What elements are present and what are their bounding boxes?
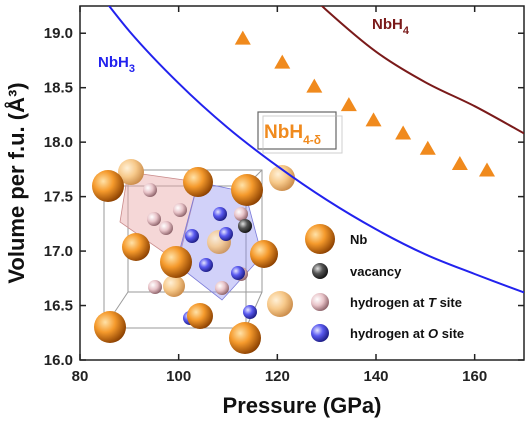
legend-label-o-site: hydrogen at O site bbox=[350, 326, 464, 341]
hydrogen-t-site-icon bbox=[311, 293, 329, 311]
nb-atom-icon bbox=[305, 224, 335, 254]
data-point-triangle bbox=[365, 112, 382, 127]
data-point-triangle bbox=[340, 97, 357, 112]
data-point-triangle bbox=[395, 125, 412, 140]
nbh4-label: NbH4 bbox=[372, 16, 410, 37]
legend-item-vacancy: vacancy bbox=[312, 263, 402, 279]
x-axis-label: Pressure (GPa) bbox=[223, 393, 382, 418]
hydrogen-o-site-icon bbox=[311, 324, 329, 342]
legend-item-nb: Nb bbox=[305, 224, 367, 254]
y-tick-label: 17.5 bbox=[44, 189, 73, 206]
nbh3-label: NbH3 bbox=[98, 54, 135, 75]
crystal-structure-illustration bbox=[92, 159, 295, 354]
nbh4-delta-label-box: NbH4-δ bbox=[257, 111, 343, 154]
axis-ticks: 80 100 120 140 160 16.0 16.5 17.0 17.5 18.0 18.5 19… bbox=[44, 6, 524, 385]
legend-item-o-site: hydrogen at O site bbox=[311, 324, 464, 342]
data-point-triangle bbox=[306, 78, 323, 93]
x-tick-label: 140 bbox=[363, 368, 388, 385]
nbh4-subscript: 4 bbox=[403, 25, 410, 37]
markers-layer bbox=[234, 30, 495, 177]
legend-label-vacancy: vacancy bbox=[350, 264, 402, 279]
data-point-triangle bbox=[234, 30, 251, 45]
legend: Nb vacancy hydrogen at T site hydrogen a… bbox=[305, 224, 464, 342]
nbh4-delta-subscript: 4-δ bbox=[303, 133, 321, 147]
y-tick-label: 16.0 bbox=[44, 352, 73, 369]
legend-label-nb: Nb bbox=[350, 232, 367, 247]
y-tick-label: 18.5 bbox=[44, 80, 73, 97]
vacancy-icon bbox=[312, 263, 328, 279]
x-tick-label: 120 bbox=[265, 368, 290, 385]
data-point-triangle bbox=[274, 54, 291, 69]
x-tick-label: 160 bbox=[462, 368, 487, 385]
y-tick-label: 18.0 bbox=[44, 134, 73, 151]
nbh3-subscript: 3 bbox=[129, 63, 135, 75]
y-tick-label: 16.5 bbox=[44, 298, 73, 315]
y-tick-label: 19.0 bbox=[44, 25, 73, 42]
nbh4-delta-label: NbH4-δ bbox=[264, 122, 321, 147]
curves-layer bbox=[107, 6, 524, 294]
y-axis-label: Volume per f.u. (Å³) bbox=[3, 82, 29, 283]
series-line-nbh3 bbox=[107, 6, 524, 294]
x-tick-label: 100 bbox=[166, 368, 191, 385]
y-tick-label: 17.0 bbox=[44, 243, 73, 260]
series-line-nbh4 bbox=[320, 6, 524, 135]
data-point-triangle bbox=[419, 140, 436, 155]
x-tick-label: 80 bbox=[72, 368, 89, 385]
data-point-triangle bbox=[479, 162, 495, 177]
legend-label-t-site: hydrogen at T site bbox=[350, 295, 462, 310]
legend-item-t-site: hydrogen at T site bbox=[311, 293, 462, 311]
data-point-triangle bbox=[451, 155, 468, 170]
